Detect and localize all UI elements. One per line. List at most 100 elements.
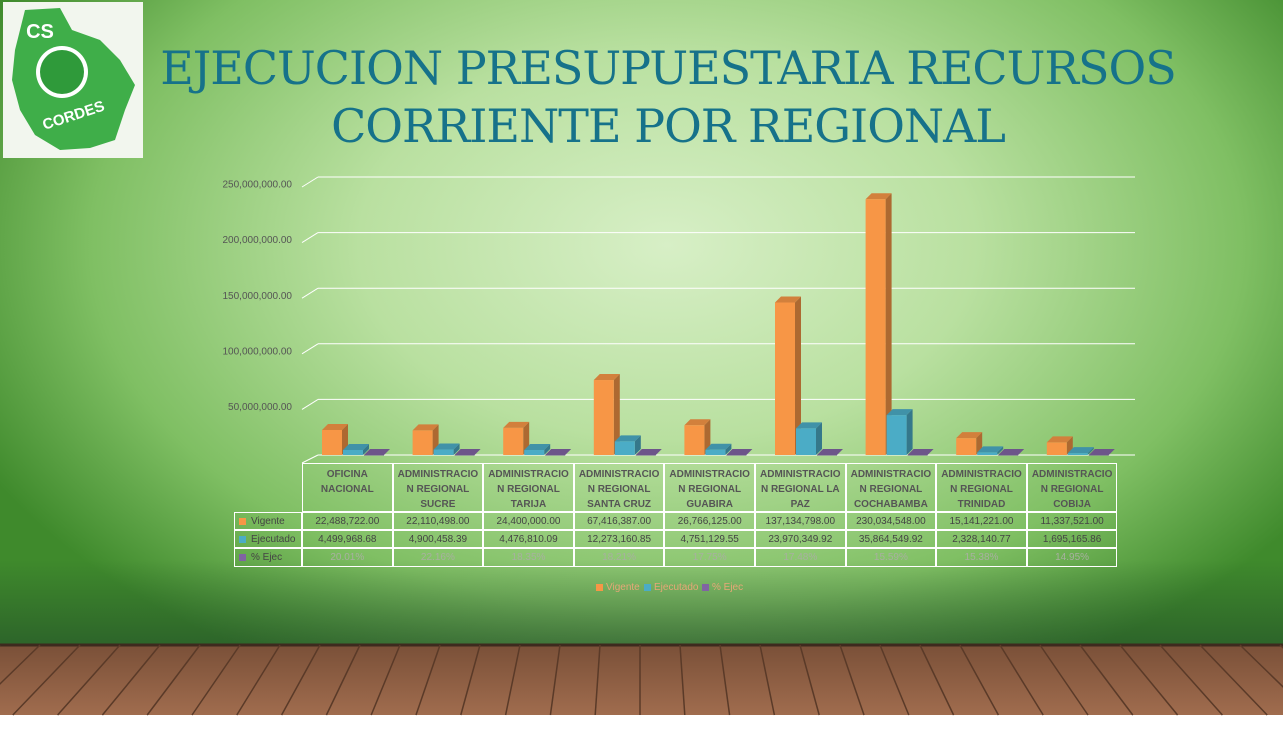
logo-initials: CS bbox=[26, 21, 54, 43]
plank-seam bbox=[12, 644, 81, 716]
legend-item: Vigente bbox=[596, 582, 640, 593]
bar-top bbox=[796, 422, 822, 429]
table-value: 18.35% bbox=[483, 548, 574, 567]
plank-seam bbox=[1079, 644, 1134, 716]
y-tick-label: 50,000,000.00 bbox=[228, 402, 292, 413]
legend-item: Ejecutado bbox=[644, 582, 698, 593]
table-row-label: % Ejec bbox=[251, 552, 283, 563]
background bbox=[0, 0, 1283, 645]
bar-side bbox=[544, 444, 551, 455]
bar-top bbox=[705, 443, 732, 450]
legend-key bbox=[239, 554, 246, 561]
bar-top bbox=[907, 448, 934, 455]
bar-top bbox=[817, 448, 843, 455]
plank-seam bbox=[759, 644, 776, 716]
category-label: ADMINISTRACION REGIONAL COBIJA bbox=[1026, 463, 1118, 512]
legend-key bbox=[596, 584, 603, 591]
legend-key bbox=[644, 584, 651, 591]
category-label: ADMINISTRACION REGIONAL LA PAZ bbox=[755, 463, 846, 512]
legend-item: % Ejec bbox=[702, 582, 743, 593]
table-value: 2,328,140.77 bbox=[936, 530, 1027, 548]
table-value: 4,751,129.55 bbox=[664, 530, 755, 548]
bar-top bbox=[1067, 447, 1094, 454]
bar-top bbox=[614, 435, 641, 442]
plank-seam bbox=[1039, 644, 1089, 716]
bar-side bbox=[453, 443, 460, 455]
bar bbox=[545, 454, 566, 456]
bar bbox=[503, 427, 524, 455]
bar bbox=[635, 454, 656, 456]
y-tick-label: 200,000,000.00 bbox=[222, 235, 292, 246]
plank-seam bbox=[594, 644, 601, 716]
table-row-header: Ejecutado bbox=[234, 530, 302, 548]
bar-side bbox=[997, 446, 1004, 455]
floor bbox=[0, 643, 1283, 716]
bar-side bbox=[363, 443, 369, 455]
y-tick-label: 150,000,000.00 bbox=[222, 291, 292, 302]
plank-seam bbox=[919, 644, 955, 716]
bar-top bbox=[726, 448, 753, 455]
bar-top bbox=[998, 448, 1025, 455]
bar bbox=[726, 454, 747, 456]
table-value: 15,141,221.00 bbox=[936, 512, 1027, 530]
bar-top bbox=[886, 409, 913, 416]
bar bbox=[364, 454, 384, 456]
bar bbox=[684, 425, 705, 455]
table-value: 17.48% bbox=[755, 548, 846, 567]
table-value: 67,416,387.00 bbox=[573, 512, 665, 530]
plank-seam bbox=[839, 644, 865, 716]
table-value: 15.38% bbox=[936, 548, 1027, 567]
table-value: 20.01% bbox=[302, 548, 393, 567]
grid-line bbox=[301, 287, 319, 299]
bar-side bbox=[725, 443, 732, 455]
axis-line bbox=[301, 454, 319, 464]
bar-top bbox=[635, 448, 662, 455]
bar bbox=[593, 380, 614, 455]
y-tick-label: 250,000,000.00 bbox=[222, 180, 292, 191]
bar bbox=[796, 428, 816, 455]
plank-seam bbox=[236, 644, 281, 716]
bar bbox=[998, 454, 1019, 456]
bar-top bbox=[956, 432, 983, 439]
table-value: 22,110,498.00 bbox=[392, 512, 484, 530]
bar bbox=[977, 452, 998, 455]
table-row-label: Ejecutado bbox=[251, 533, 296, 545]
table-value: 14.95% bbox=[1026, 548, 1118, 567]
legend-key bbox=[239, 517, 246, 525]
table-value: 15.59% bbox=[845, 548, 937, 567]
bar-side bbox=[885, 193, 892, 455]
bar-top bbox=[775, 296, 801, 303]
bar-side bbox=[704, 419, 711, 455]
bar bbox=[343, 449, 363, 455]
bar bbox=[705, 449, 726, 455]
plank-seam bbox=[191, 644, 241, 716]
grid-line bbox=[301, 176, 319, 188]
table-value: 12,273,160.85 bbox=[573, 530, 665, 548]
bar-top bbox=[1088, 448, 1115, 455]
bar bbox=[817, 454, 837, 456]
bar bbox=[524, 450, 545, 455]
bar-top bbox=[322, 423, 348, 430]
legend-label: Vigente bbox=[606, 582, 640, 593]
bar-side bbox=[1087, 447, 1094, 455]
chart-title: CORRIENTE POR REGIONAL bbox=[331, 99, 1005, 153]
table-value: 24,400,000.00 bbox=[483, 512, 574, 530]
plank-seam bbox=[1239, 644, 1283, 688]
bar-top bbox=[977, 446, 1004, 453]
category-label: OFICINA NACIONAL bbox=[302, 463, 393, 512]
table-value: 22,488,722.00 bbox=[302, 512, 393, 530]
table-row-label: Vigente bbox=[251, 515, 285, 527]
bar-top bbox=[454, 448, 481, 455]
bar-top bbox=[865, 193, 892, 200]
category-label: ADMINISTRACION REGIONAL COCHABAMBA bbox=[845, 463, 937, 512]
plank-seam bbox=[1199, 644, 1268, 716]
bar-top bbox=[364, 448, 390, 455]
plank-seam bbox=[460, 644, 481, 716]
plank-seam bbox=[799, 644, 820, 716]
table-value: 4,476,810.09 bbox=[483, 530, 574, 548]
bar-top bbox=[684, 419, 711, 426]
plank-seam bbox=[370, 644, 401, 716]
plank-seam bbox=[101, 644, 161, 716]
bar-top bbox=[412, 424, 439, 431]
